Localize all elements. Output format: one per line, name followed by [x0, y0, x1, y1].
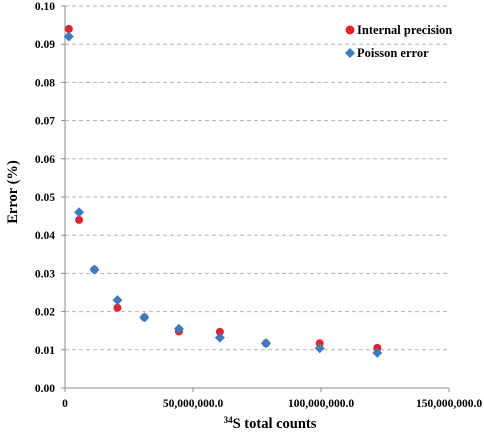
legend-marker-poisson-error [345, 48, 355, 58]
point-poisson-error [314, 343, 325, 354]
y-tick-label: 0.04 [35, 230, 55, 242]
y-tick-label: 0.05 [35, 192, 55, 204]
legend-marker-internal-precision [345, 25, 355, 35]
point-poisson-error [173, 323, 184, 334]
x-tick-label: 100,000,000.0 [288, 398, 354, 410]
legend-label-internal-precision: Internal precision [357, 23, 452, 37]
point-internal-precision [75, 215, 84, 224]
x-tick-label: 0 [62, 398, 68, 410]
y-tick-label: 0.08 [35, 77, 55, 89]
y-tick-label: 0.06 [35, 154, 55, 166]
y-tick-label: 0.01 [35, 345, 55, 357]
x-tick-label: 150,000,000.0 [416, 398, 482, 410]
y-tick-label: 0.09 [35, 39, 55, 51]
x-tick-labels: 0 50,000,000.0 100,000,000.0 150,000,000.0 [62, 388, 482, 410]
point-poisson-error [112, 295, 123, 306]
point-internal-precision [64, 24, 73, 33]
legend-label-poisson-error: Poisson error [357, 46, 429, 60]
y-tick-label: 0.10 [35, 1, 55, 13]
point-poisson-error [63, 31, 74, 42]
legend: Internal precision Poisson error [345, 23, 452, 60]
x-tick-label: 50,000,000.0 [163, 398, 224, 410]
y-tick-label: 0.03 [35, 268, 55, 280]
point-poisson-error [260, 338, 271, 349]
grid-lines [65, 5, 449, 351]
point-poisson-error [372, 347, 383, 358]
y-tick-label: 0.00 [35, 383, 55, 395]
point-poisson-error [74, 207, 85, 218]
point-internal-precision [215, 327, 224, 336]
y-tick-label: 0.07 [35, 116, 55, 128]
point-poisson-error [89, 264, 100, 275]
point-internal-precision [113, 303, 122, 312]
point-poisson-error [214, 332, 225, 343]
x-axis-title-main: S total counts [233, 416, 317, 432]
data-points [63, 24, 383, 358]
y-tick-label: 0.02 [35, 307, 55, 319]
y-axis-title: Error (%) [5, 160, 21, 224]
point-poisson-error [139, 312, 150, 323]
y-tick-labels: 0.00 0.01 0.02 0.03 0.04 0.05 0.06 0.07 0.08 0.09… [35, 1, 65, 395]
x-axis-title: 34S total counts [224, 415, 317, 432]
x-axis-title-superscript: 34 [224, 415, 234, 425]
